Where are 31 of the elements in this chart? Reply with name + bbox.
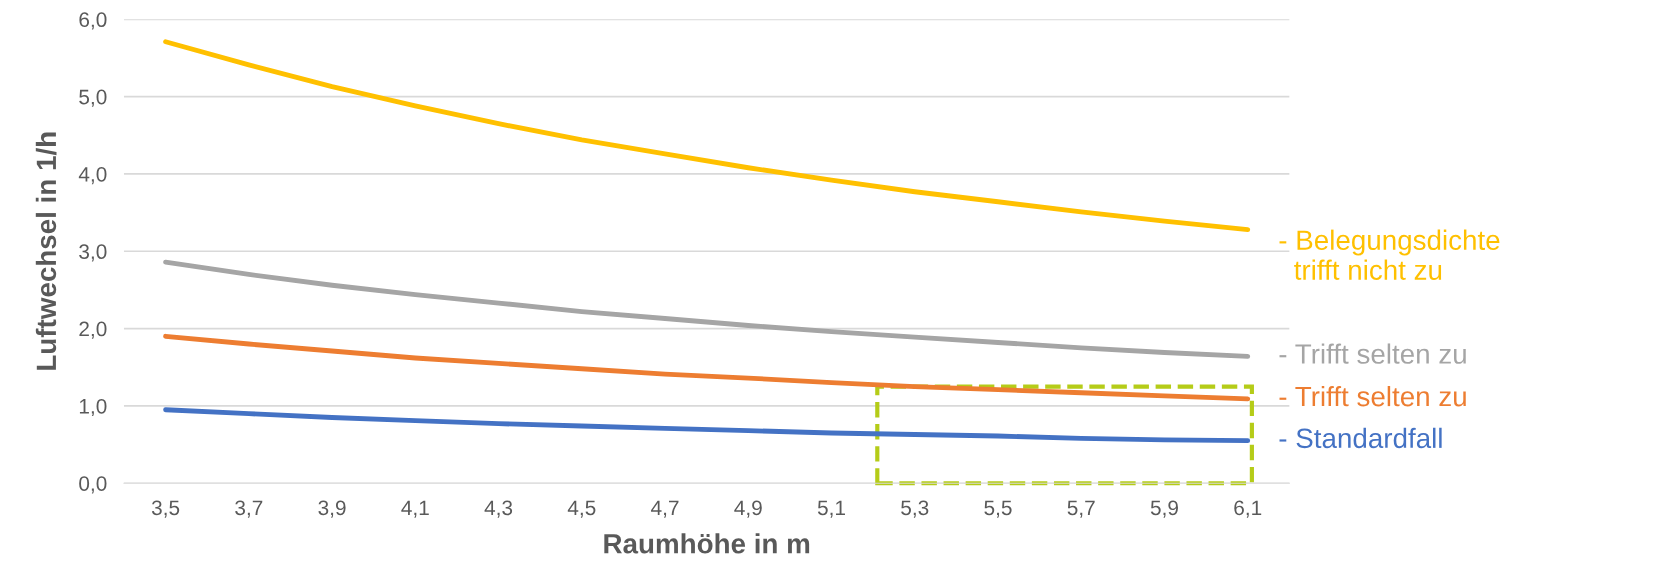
x-tick-label: 4,3	[484, 500, 513, 518]
x-tick-label: 5,1	[817, 500, 845, 518]
y-tick-label: 4,0	[78, 166, 107, 185]
x-tick-label: 5,3	[901, 500, 929, 518]
x-tick-label: 3,5	[151, 500, 180, 518]
line-series	[163, 407, 1251, 444]
x-axis-title: Raumhöhe in m	[604, 533, 810, 554]
series-label: - Belegungsdichte trifft nicht zu	[1279, 229, 1500, 280]
y-tick-label: 5,0	[79, 89, 107, 107]
y-tick-label: 0,0	[79, 476, 107, 494]
line-series	[163, 39, 1251, 233]
y-tick-label: 3,0	[79, 244, 107, 262]
y-tick-label: 1,0	[79, 398, 107, 417]
y-axis-title: Luftwechsel in 1/h	[35, 132, 57, 370]
x-tick-label: 6,1	[1234, 500, 1262, 518]
x-tick-label: 4,7	[651, 500, 679, 518]
x-tick-label: 4,1	[401, 500, 429, 518]
series-label: - Trifft selten zu	[1279, 343, 1466, 364]
series-label: - Standardfall	[1279, 427, 1442, 449]
x-tick-label: 4,9	[734, 500, 762, 518]
line-series	[163, 259, 1251, 359]
series-label: - Trifft selten zu	[1279, 385, 1466, 407]
y-tick-label: 6,0	[79, 12, 107, 30]
x-tick-label: 5,5	[984, 500, 1012, 518]
line-series	[163, 333, 1251, 402]
x-tick-label: 5,7	[1067, 500, 1095, 518]
x-tick-label: 5,9	[1150, 500, 1178, 518]
x-tick-label: 4,5	[567, 500, 596, 518]
x-tick-label: 3,7	[235, 500, 263, 518]
y-tick-label: 2,0	[79, 321, 107, 339]
x-tick-label: 3,9	[318, 500, 346, 518]
